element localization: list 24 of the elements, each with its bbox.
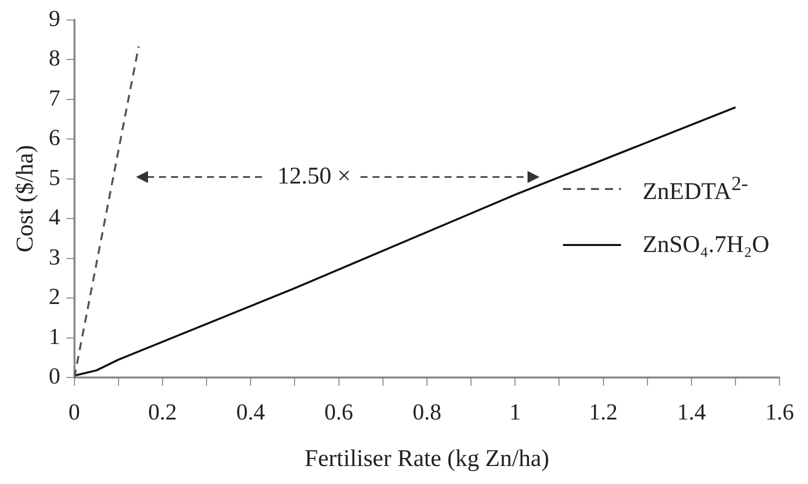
y-tick-label: 2 [48,284,60,310]
legend-label: ZnEDTA$^{2-}$ [642,172,748,206]
x-tick-label: 1.6 [765,399,794,424]
x-tick-label: 0.6 [324,399,354,424]
x-axis-title: Fertiliser Rate (kg Zn/ha) [304,446,550,472]
x-tick-label: 1.4 [677,399,706,424]
x-tick-label: 0.2 [148,399,177,424]
y-tick-label: 1 [48,324,60,349]
legend-label: ZnSO₄.7H₂O [642,232,770,259]
x-tick-label: 1.2 [588,399,618,424]
x-tick-label: 0.8 [412,399,442,424]
y-tick-label: 5 [48,164,60,190]
y-tick-label: 4 [48,204,61,230]
y-tick-label: 3 [48,244,60,270]
y-tick-label: 0 [48,364,60,389]
y-axis-title: Cost ($/ha) [12,145,39,252]
y-tick-label: 9 [48,6,60,31]
x-tick-label: 0 [68,399,80,424]
annotation: 12.50 × [277,164,351,190]
x-tick-label: 1 [509,399,521,424]
y-tick-label: 7 [48,85,60,110]
y-tick-label: 8 [48,46,60,71]
x-tick-label: 0.4 [236,399,266,424]
y-tick-label: 6 [48,125,60,150]
